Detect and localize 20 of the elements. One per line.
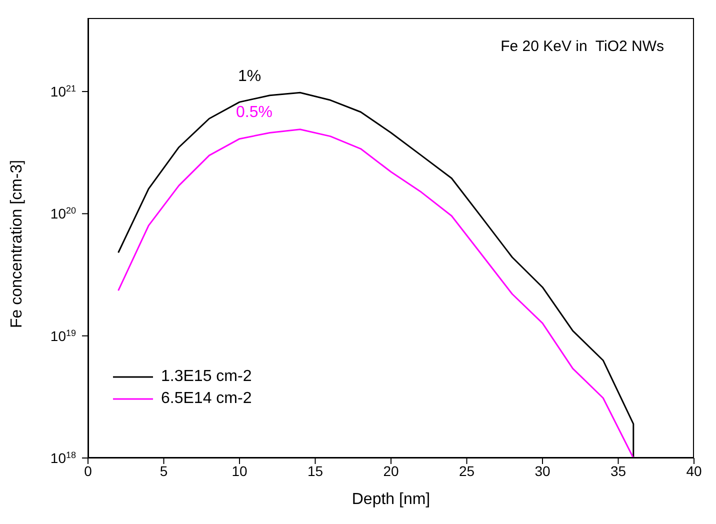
x-axis-title: Depth [nm] xyxy=(352,491,430,508)
annotation: 0.5% xyxy=(236,104,272,122)
annotation: 1% xyxy=(238,68,262,86)
legend-label: 6.5E14 cm-2 xyxy=(161,390,252,408)
x-tick-label: 25 xyxy=(458,462,475,479)
x-tick-label: 30 xyxy=(534,462,550,479)
y-tick-label: 10$^{21}$ xyxy=(50,84,76,100)
y-tick-label: 10$^{19}$ xyxy=(50,328,76,344)
x-tick-label: 0 xyxy=(84,462,92,479)
x-tick-label: 10 xyxy=(232,462,248,479)
y-tick-label: 10$^{18}$ xyxy=(50,450,76,466)
y-axis-title: Fe concentration [cm-3] xyxy=(8,160,26,328)
x-tick-label: 5 xyxy=(160,462,168,479)
x-tick-label: 40 xyxy=(686,462,702,479)
x-tick-label: 35 xyxy=(610,462,626,479)
x-tick-label: 15 xyxy=(307,462,324,479)
legend-label: 1.3E15 cm-2 xyxy=(161,368,252,386)
x-tick-label: 20 xyxy=(383,462,399,479)
text: Fe 20 KeV in TiO2 NWs xyxy=(500,38,664,55)
y-tick-label: 10$^{20}$ xyxy=(50,206,76,222)
